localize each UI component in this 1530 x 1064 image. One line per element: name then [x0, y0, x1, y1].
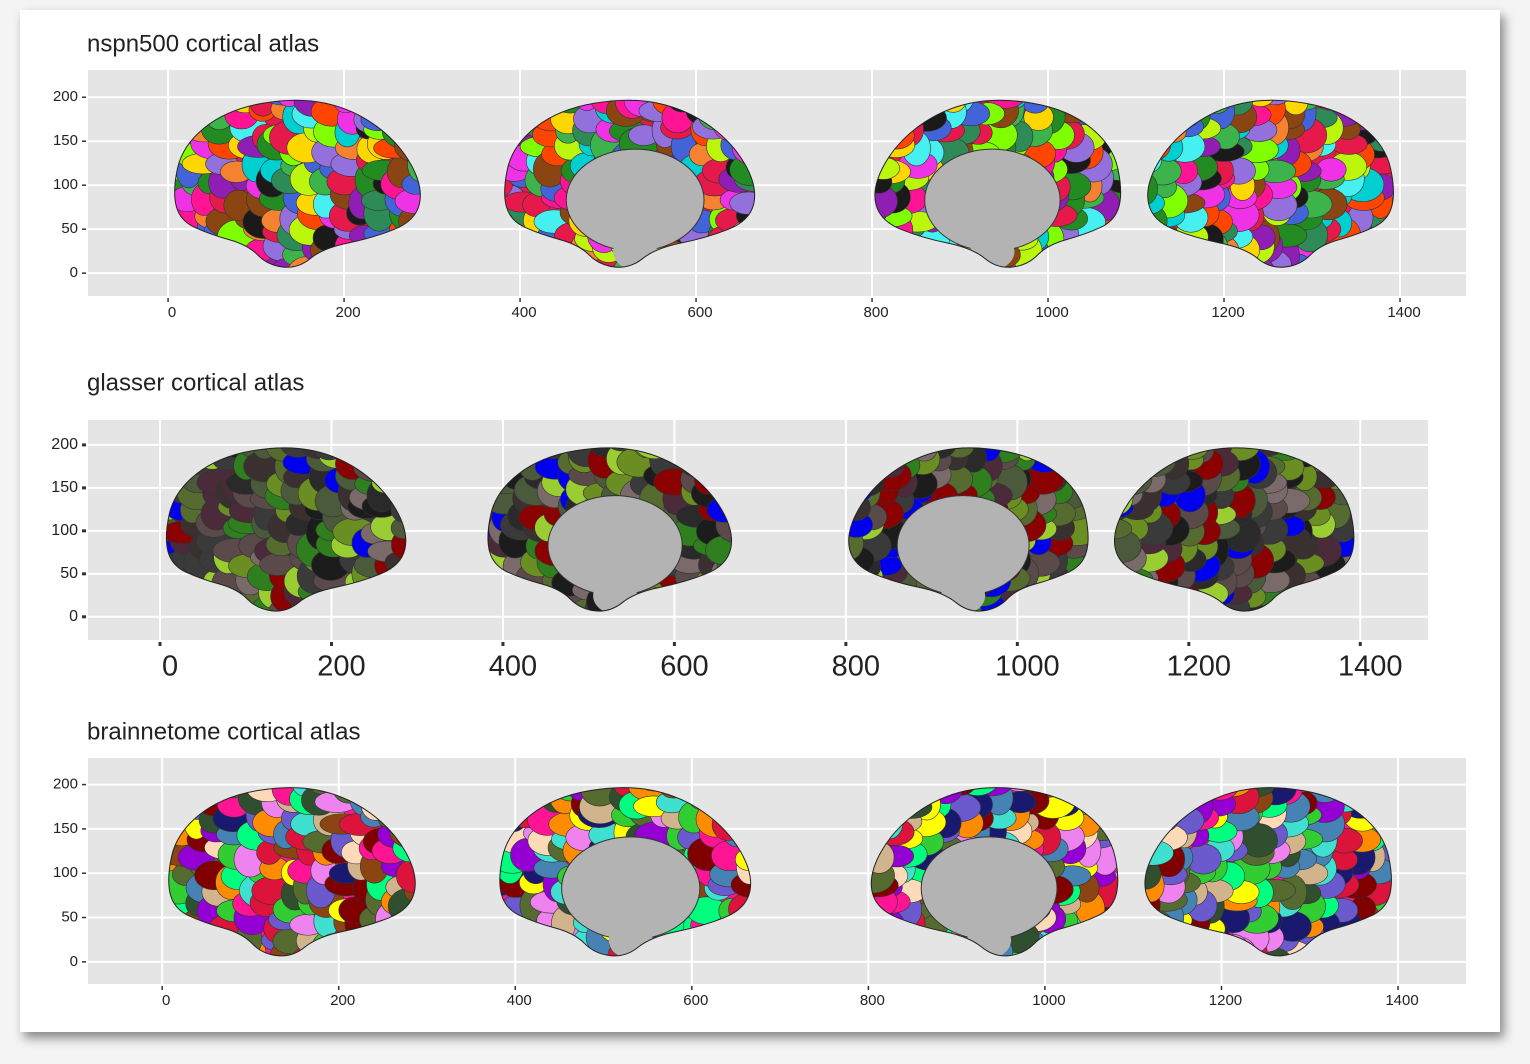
- y-tick-label: 100: [53, 864, 78, 881]
- brain-outline: [487, 447, 733, 612]
- x-tick-label: 800: [864, 304, 889, 321]
- y-tick-label: 0: [69, 608, 78, 625]
- y-tick-label: 0: [70, 264, 78, 281]
- x-tick-label: 400: [507, 992, 532, 1009]
- x-tick-label: 1000: [1032, 992, 1065, 1009]
- y-tick-label: 200: [53, 776, 78, 793]
- panel-title: nspn500 cortical atlas: [87, 30, 319, 57]
- x-tick-label: 1400: [1385, 992, 1418, 1009]
- panel: brainnetome cortical atlas 0 50 100 150 200 0 2…: [53, 718, 1466, 1009]
- x-tick-label: 1000: [995, 651, 1060, 683]
- x-tick-label: 1200: [1211, 304, 1244, 321]
- brain-outline: [499, 787, 752, 957]
- y-tick-label: 50: [61, 908, 78, 925]
- y-tick-label: 150: [51, 479, 78, 496]
- brain-outline: [165, 447, 407, 612]
- parcel: [605, 447, 639, 452]
- brain-outline: [874, 99, 1122, 268]
- x-tick-label: 600: [660, 651, 708, 683]
- parcel: [1147, 172, 1158, 206]
- parcel: [955, 787, 1000, 796]
- brain-outline: [870, 787, 1119, 957]
- x-tick-label: 0: [162, 992, 170, 1009]
- x-tick-label: 0: [162, 651, 178, 683]
- x-tick-label: 600: [683, 992, 708, 1009]
- panel: nspn500 cortical atlas 0 50 100 150 200 0 200 40…: [53, 30, 1466, 321]
- panel-title: glasser cortical atlas: [87, 369, 304, 396]
- x-tick-label: 1400: [1387, 304, 1420, 321]
- y-tick-label: 50: [60, 565, 78, 582]
- x-tick-label: 800: [832, 651, 880, 683]
- brain-outline: [1113, 447, 1355, 612]
- y-tick-label: 0: [70, 953, 78, 970]
- y-tick-label: 100: [51, 522, 78, 539]
- x-tick-label: 0: [168, 304, 176, 321]
- parcel: [1001, 787, 1040, 792]
- x-tick-label: 1000: [1035, 304, 1068, 321]
- parcel: [1291, 787, 1317, 793]
- brain-outline: [174, 99, 421, 268]
- brain-outline: [848, 447, 1089, 612]
- y-tick-label: 150: [53, 132, 78, 149]
- x-tick-label: 1400: [1338, 651, 1403, 683]
- brain-outline: [1147, 99, 1394, 268]
- y-tick-label: 100: [53, 176, 78, 193]
- x-tick-label: 1200: [1209, 992, 1242, 1009]
- x-tick-label: 400: [489, 651, 537, 683]
- brain-outline: [168, 787, 416, 957]
- x-tick-label: 600: [688, 304, 713, 321]
- x-tick-label: 200: [330, 992, 355, 1009]
- panel-title: brainnetome cortical atlas: [87, 718, 360, 745]
- y-tick-label: 200: [51, 436, 78, 453]
- brain-outline: [504, 99, 756, 268]
- parcel: [1258, 100, 1291, 106]
- x-tick-label: 1200: [1167, 651, 1232, 683]
- x-tick-label: 800: [860, 992, 885, 1009]
- parcel: [1114, 517, 1133, 540]
- parcel: [274, 100, 304, 107]
- y-tick-label: 50: [61, 220, 78, 237]
- brain-outline: [1144, 787, 1392, 957]
- panel: glasser cortical atlas 0 50 100 150 200 0 200 40…: [51, 369, 1428, 683]
- y-tick-label: 150: [53, 820, 78, 837]
- parcel: [953, 447, 994, 452]
- x-tick-label: 200: [336, 304, 361, 321]
- parcel: [729, 191, 755, 215]
- x-tick-label: 200: [317, 651, 365, 683]
- parcel: [1255, 447, 1287, 456]
- x-tick-label: 400: [512, 304, 537, 321]
- y-tick-label: 200: [53, 88, 78, 105]
